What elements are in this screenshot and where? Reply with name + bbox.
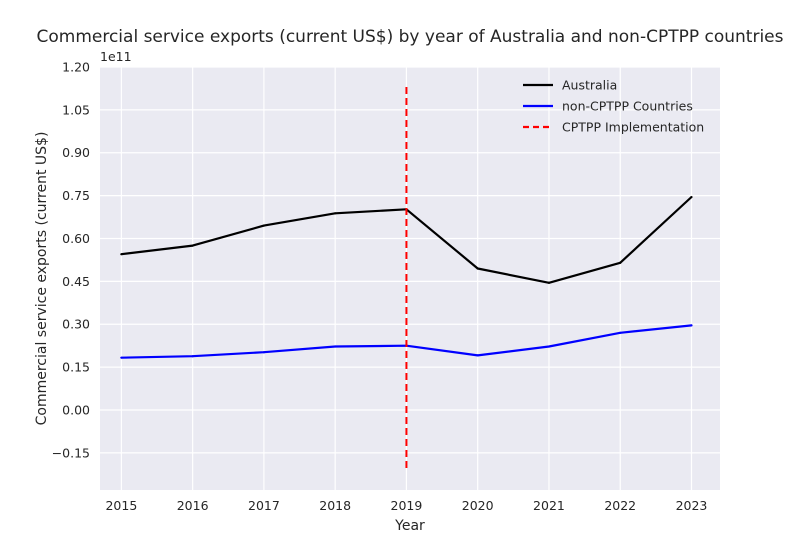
x-tick-label: 2022	[604, 498, 636, 513]
y-tick-label: 0.15	[62, 360, 90, 375]
y-tick-label: 1.20	[62, 60, 90, 75]
y-tick-label: 0.00	[62, 402, 90, 417]
plot-area	[100, 67, 720, 490]
y-axis-label: Commercial service exports (current US$)	[34, 132, 50, 426]
y-tick-label: 0.30	[62, 317, 90, 332]
data-point-australia	[619, 261, 622, 264]
data-point-non-cptpp-countries	[547, 345, 551, 348]
data-layer	[120, 87, 693, 470]
y-tick-label: 0.75	[62, 188, 90, 203]
data-point-non-cptpp-countries	[690, 324, 693, 327]
y-tick-label: 0.45	[62, 274, 90, 289]
data-point-non-cptpp-countries	[334, 345, 337, 348]
data-point-non-cptpp-countries	[619, 331, 622, 334]
legend-label-non-cptpp-countries: non-CPTPP Countries	[562, 99, 693, 114]
data-point-australia	[547, 281, 551, 284]
data-point-australia	[120, 253, 123, 256]
data-point-non-cptpp-countries	[120, 356, 123, 359]
data-point-australia	[690, 195, 693, 199]
data-point-non-cptpp-countries	[262, 351, 266, 354]
x-tick-label: 2017	[248, 498, 280, 513]
x-tick-label: 2023	[676, 498, 708, 513]
tick-labels: 2015 2016 2017 2018 2019 2020 2021 2022 2023 −0.1…	[52, 60, 708, 514]
legend: Australia non-CPTPP Countries CPTPP Implem…	[523, 78, 704, 135]
y-tick-label: 0.60	[62, 231, 90, 246]
chart-title: Commercial service exports (current US$)…	[36, 27, 783, 47]
y-tick-label: 0.90	[62, 145, 90, 160]
x-tick-label: 2016	[177, 498, 209, 513]
x-axis-label: Year	[394, 518, 425, 534]
x-tick-label: 2018	[319, 498, 351, 513]
data-point-non-cptpp-countries	[476, 354, 479, 357]
x-tick-label: 2019	[391, 498, 423, 513]
data-point-australia	[334, 212, 337, 215]
data-point-australia	[191, 244, 194, 247]
x-tick-label: 2015	[105, 498, 137, 513]
data-point-non-cptpp-countries	[191, 355, 194, 358]
legend-label-australia: Australia	[562, 78, 617, 93]
data-point-australia	[262, 224, 266, 227]
x-tick-label: 2020	[462, 498, 494, 513]
x-tick-label: 2021	[533, 498, 565, 513]
y-tick-label: −0.15	[52, 445, 90, 460]
y-tick-label: 1.05	[62, 102, 90, 117]
legend-label-cptpp-implementation: CPTPP Implementation	[562, 120, 704, 135]
y-scale-label: 1e11	[100, 49, 132, 64]
data-point-australia	[476, 267, 479, 270]
